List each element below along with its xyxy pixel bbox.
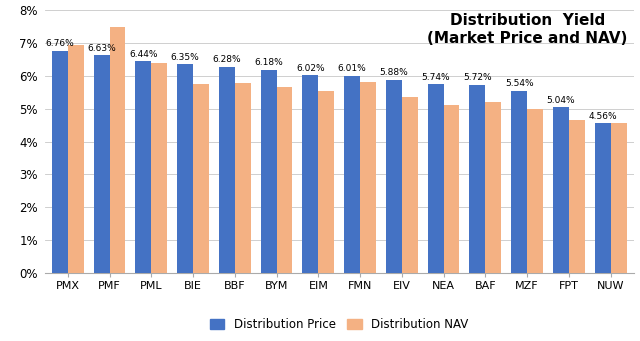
Text: 6.02%: 6.02% bbox=[296, 63, 324, 73]
Bar bbox=[344, 76, 360, 273]
Bar bbox=[511, 91, 527, 273]
Text: 6.35%: 6.35% bbox=[171, 53, 200, 62]
Bar bbox=[386, 80, 402, 273]
Bar bbox=[428, 85, 444, 273]
Text: 5.54%: 5.54% bbox=[505, 79, 534, 88]
Bar bbox=[527, 109, 543, 273]
Bar bbox=[276, 87, 292, 273]
Bar bbox=[485, 102, 501, 273]
Text: 6.76%: 6.76% bbox=[45, 39, 74, 48]
Bar bbox=[611, 123, 627, 273]
Bar bbox=[193, 84, 209, 273]
Bar bbox=[553, 107, 569, 273]
Text: 5.88%: 5.88% bbox=[380, 68, 408, 77]
Bar bbox=[595, 123, 611, 273]
Text: 4.56%: 4.56% bbox=[588, 112, 617, 120]
Bar bbox=[219, 67, 235, 273]
Text: Distribution  Yield
(Market Price and NAV): Distribution Yield (Market Price and NAV… bbox=[428, 13, 628, 46]
Bar bbox=[52, 51, 68, 273]
Bar bbox=[136, 61, 151, 273]
Bar bbox=[303, 75, 318, 273]
Bar bbox=[177, 64, 193, 273]
Text: 6.63%: 6.63% bbox=[87, 44, 116, 53]
Bar bbox=[93, 55, 109, 273]
Bar bbox=[109, 27, 125, 273]
Bar bbox=[235, 83, 251, 273]
Text: 5.04%: 5.04% bbox=[547, 96, 575, 105]
Bar bbox=[569, 120, 585, 273]
Text: 5.74%: 5.74% bbox=[421, 73, 450, 82]
Bar bbox=[360, 82, 376, 273]
Bar bbox=[318, 91, 334, 273]
Bar bbox=[68, 45, 84, 273]
Text: 6.01%: 6.01% bbox=[338, 64, 367, 73]
Bar bbox=[444, 105, 460, 273]
Bar bbox=[470, 85, 485, 273]
Legend: Distribution Price, Distribution NAV: Distribution Price, Distribution NAV bbox=[210, 318, 468, 331]
Text: 6.18%: 6.18% bbox=[254, 58, 283, 67]
Bar bbox=[151, 63, 167, 273]
Text: 6.28%: 6.28% bbox=[212, 55, 241, 64]
Text: 5.72%: 5.72% bbox=[463, 73, 492, 83]
Bar bbox=[260, 70, 276, 273]
Bar bbox=[402, 97, 418, 273]
Text: 6.44%: 6.44% bbox=[129, 50, 157, 59]
